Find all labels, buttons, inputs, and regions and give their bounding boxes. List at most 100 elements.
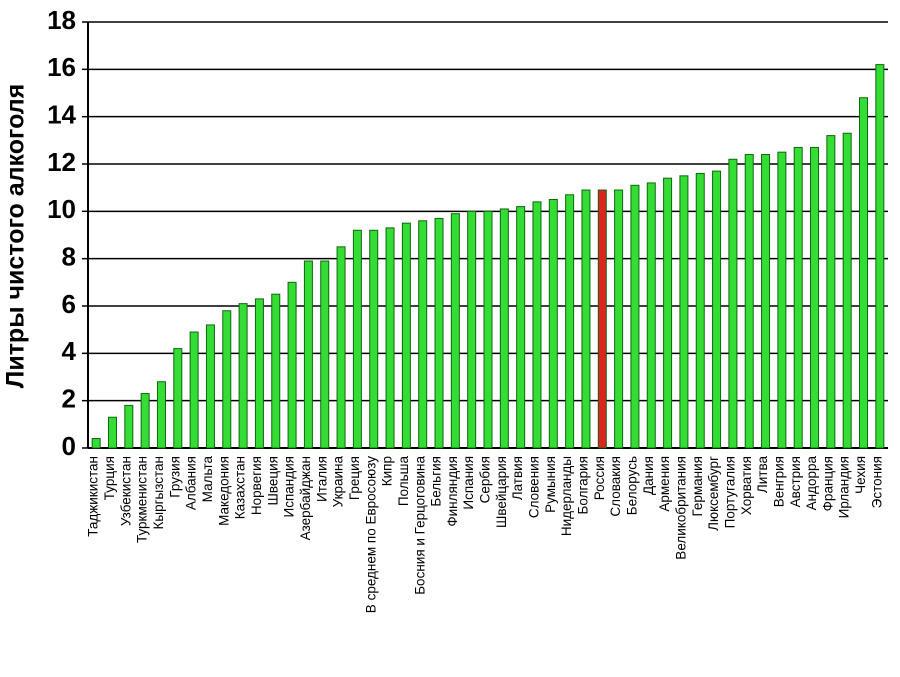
x-tick-label: Белорусь xyxy=(625,456,640,515)
x-tick-label: Венгрия xyxy=(771,456,786,507)
x-tick-label: Эстония xyxy=(869,456,884,508)
bar xyxy=(107,416,117,449)
bar xyxy=(712,170,722,449)
x-tick-label: Латвия xyxy=(510,456,525,500)
x-tick-label: Узбекистан xyxy=(118,456,133,526)
x-tick-label: Босния и Герцоговина xyxy=(412,456,427,595)
x-tick-label: Люксембург xyxy=(706,456,721,531)
bar xyxy=(679,175,689,449)
x-tick-label: Таджикистан xyxy=(86,456,101,537)
x-tick-label: Грузия xyxy=(167,456,182,498)
x-tick-label: Германия xyxy=(690,456,705,517)
bar xyxy=(222,310,232,449)
bar xyxy=(761,154,771,449)
bar xyxy=(320,260,330,449)
x-tick-label: Кипр xyxy=(380,456,395,486)
bar xyxy=(287,281,297,449)
x-tick-label: Кыргызстан xyxy=(151,456,166,530)
bar xyxy=(483,210,493,449)
bar xyxy=(744,154,754,449)
bar xyxy=(401,222,411,449)
x-tick-label: Азербайджан xyxy=(298,456,313,540)
bar xyxy=(565,194,575,449)
bar xyxy=(875,64,885,449)
x-tick-label: Швеция xyxy=(265,456,280,506)
bar xyxy=(450,213,460,449)
bar xyxy=(271,293,281,449)
y-tick-label: 12 xyxy=(47,147,76,177)
bar xyxy=(499,208,509,449)
x-tick-label: Сербия xyxy=(478,456,493,503)
bar xyxy=(369,229,379,449)
x-tick-label: Россия xyxy=(592,456,607,500)
x-tick-label: Албания xyxy=(184,456,199,510)
x-tick-label: Швейцария xyxy=(494,456,509,528)
bar xyxy=(859,97,869,449)
bar xyxy=(646,182,656,449)
x-tick-label: Великобритания xyxy=(673,456,688,560)
y-tick-label: 6 xyxy=(62,289,76,319)
x-tick-label: Хорватия xyxy=(739,456,754,515)
bar xyxy=(826,135,836,449)
x-tick-label: Словакия xyxy=(608,456,623,517)
x-tick-label: Болгария xyxy=(576,456,591,514)
x-tick-label: Бельгия xyxy=(429,456,444,507)
bar xyxy=(810,146,820,449)
x-tick-label: Нидерланды xyxy=(559,456,574,536)
x-tick-label: Мальта xyxy=(200,456,215,503)
x-tick-label: Франция xyxy=(820,456,835,511)
bar xyxy=(793,146,803,449)
x-tick-label: Греция xyxy=(347,456,362,500)
bar xyxy=(581,189,591,449)
bar xyxy=(842,132,852,449)
bar xyxy=(418,220,428,449)
bar xyxy=(777,151,787,449)
bar xyxy=(385,227,395,449)
x-tick-label: Литва xyxy=(755,456,770,494)
x-tick-label: Дания xyxy=(641,456,656,495)
bar xyxy=(205,324,215,449)
x-tick-label: Испандия xyxy=(282,456,297,517)
x-tick-label: Македония xyxy=(216,456,231,526)
bar xyxy=(91,438,101,449)
x-tick-label: В среднем по Евросоюзу xyxy=(363,456,378,613)
x-tick-label: Румыния xyxy=(543,456,558,513)
y-tick-label: 18 xyxy=(47,5,76,35)
y-tick-label: 14 xyxy=(47,100,76,130)
bar xyxy=(352,229,362,449)
y-tick-label: 4 xyxy=(62,336,77,366)
bar xyxy=(238,303,248,449)
y-tick-label: 8 xyxy=(62,242,76,272)
bar xyxy=(614,189,624,449)
y-tick-label: 2 xyxy=(62,384,76,414)
bar xyxy=(695,172,705,449)
x-tick-label: Украина xyxy=(331,456,346,508)
y-tick-label: 10 xyxy=(47,194,76,224)
x-tick-label: Италия xyxy=(314,456,329,502)
bar xyxy=(630,184,640,449)
bar xyxy=(156,381,166,449)
bar xyxy=(532,201,542,449)
bar xyxy=(336,246,346,449)
x-tick-label: Чехия xyxy=(853,456,868,494)
bar xyxy=(728,158,738,449)
x-tick-label: Турция xyxy=(102,456,117,500)
x-tick-label: Андорра xyxy=(804,456,819,511)
bar xyxy=(189,331,199,449)
x-tick-label: Финляндия xyxy=(445,456,460,527)
y-tick-label: 0 xyxy=(62,431,76,461)
x-tick-label: Португалия xyxy=(722,456,737,528)
bar xyxy=(254,298,264,449)
bar xyxy=(467,210,477,449)
x-tick-label: Туркменистан xyxy=(135,456,150,543)
bar xyxy=(303,260,313,449)
bar xyxy=(140,393,150,449)
bar xyxy=(124,404,134,449)
bar xyxy=(173,348,183,449)
bar xyxy=(548,199,558,449)
y-axis-title: Литры чистого алкоголя xyxy=(2,84,30,388)
bar xyxy=(663,177,673,449)
x-tick-label: Армения xyxy=(657,456,672,512)
x-tick-label: Ирландия xyxy=(837,456,852,518)
